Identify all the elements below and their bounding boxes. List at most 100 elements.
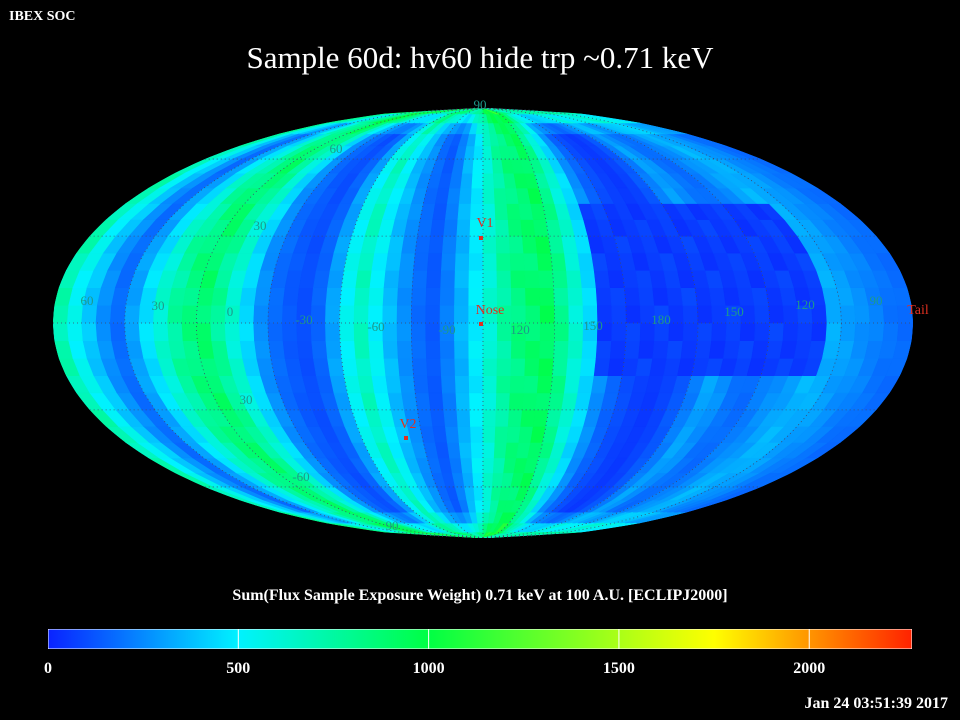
heatmap-cell — [567, 340, 584, 359]
heatmap-cell — [607, 269, 625, 289]
heatmap-cell — [253, 305, 270, 324]
heatmap-cell — [327, 357, 345, 377]
heatmap-cell — [625, 305, 641, 324]
heatmap-cell — [554, 305, 570, 324]
heatmap-cell — [427, 252, 443, 271]
heatmap-cell — [355, 357, 373, 377]
colorbar-tick-label: 500 — [226, 660, 251, 677]
heatmap-cell — [495, 392, 511, 411]
graticule — [53, 108, 913, 538]
heatmap-cell — [254, 287, 272, 306]
heatmap-cell — [124, 322, 141, 341]
heatmap-cell — [611, 305, 627, 324]
heatmap-cell — [239, 287, 258, 306]
lat-label: 30 — [254, 218, 267, 233]
heatmap-cell — [538, 357, 555, 377]
heatmap-cell — [495, 409, 510, 427]
heatmap-cell — [455, 392, 471, 411]
heatmap-cell — [411, 269, 428, 289]
heatmap-cell — [385, 252, 403, 271]
heatmap-cell — [496, 269, 512, 289]
heatmap-cell — [339, 305, 355, 324]
heatmap-cell — [399, 252, 416, 271]
lon-label: 120 — [795, 297, 815, 312]
heatmap-cell — [680, 287, 698, 306]
lon-label: -30 — [295, 312, 312, 327]
heatmap-cell — [439, 287, 456, 306]
heatmap-cell — [668, 322, 684, 341]
heatmap-cell — [624, 287, 641, 306]
heatmap-cell — [470, 426, 484, 443]
heatmap-cell — [371, 375, 389, 394]
heatmap-cell — [708, 287, 727, 306]
meridian-line — [482, 108, 627, 538]
heatmap-cell — [428, 392, 444, 411]
heatmap-cell — [311, 340, 328, 359]
heatmap-cell — [539, 287, 555, 306]
heatmap-cell — [225, 340, 243, 359]
heatmap-cell — [396, 287, 413, 306]
heatmap-cell — [444, 203, 460, 220]
heatmap-cell — [427, 375, 443, 394]
heatmap-cell — [510, 287, 527, 306]
heatmap-cell — [682, 305, 699, 324]
lon-label: 0 — [227, 304, 234, 319]
heatmap-cell — [53, 322, 70, 341]
heatmap-cell — [457, 426, 472, 443]
heatmap-cell — [595, 287, 612, 306]
heatmap-cell — [138, 322, 155, 341]
heatmap-cell — [768, 322, 785, 341]
heatmap-cell — [211, 340, 229, 359]
heatmap-cell — [473, 145, 484, 160]
heatmap-cell — [496, 252, 512, 271]
heatmap-cell — [708, 340, 727, 359]
meridian-line — [410, 108, 484, 538]
marker-point — [479, 236, 483, 240]
heatmap-cell — [882, 322, 899, 341]
heatmap-cell — [682, 322, 699, 341]
heatmap-cell — [425, 305, 441, 324]
heatmap-cell — [81, 322, 98, 341]
heatmap-cell — [538, 269, 555, 289]
heatmap-cell — [581, 287, 598, 306]
heatmap-cell — [124, 305, 141, 324]
grid-labels: 60 30 0 -30 -60 -90 120 150 180 150 120 90 90 60 30 30 -… — [81, 97, 883, 533]
heatmap-cell — [253, 322, 270, 341]
heatmap-cell — [414, 235, 431, 254]
heatmap-cell — [811, 322, 828, 341]
heatmap-cell — [470, 442, 484, 459]
heatmap-cell — [413, 375, 430, 394]
colorbar-tick-label: 1000 — [412, 660, 445, 677]
heatmap-cell — [522, 235, 538, 254]
heatmap-cell — [567, 287, 584, 306]
heatmap-cell — [496, 375, 512, 394]
heatmap-cell — [473, 486, 484, 501]
heatmap-cell — [506, 426, 522, 443]
heatmap-cell — [581, 340, 598, 359]
heatmap-cell — [475, 511, 484, 524]
heatmap-cell — [454, 357, 470, 377]
heatmap-cell — [524, 269, 540, 289]
heatmap-cell — [839, 305, 856, 324]
meridian-line — [339, 108, 484, 538]
heatmap-cell — [468, 357, 484, 377]
heatmap-cell — [382, 287, 399, 306]
header-label: IBEX SOC — [9, 9, 76, 24]
heatmap-cell — [563, 252, 581, 271]
heatmap-cell — [411, 340, 427, 359]
heatmap-cell — [696, 322, 713, 341]
heatmap-cell — [739, 322, 756, 341]
heatmap-cell — [211, 287, 229, 306]
heatmap-cell — [882, 305, 899, 324]
colorbar-tick-label: 0 — [44, 660, 52, 677]
heatmap-cell — [455, 235, 471, 254]
heatmap-cell — [508, 392, 524, 411]
heatmap-cell — [495, 235, 511, 254]
heatmap-cell — [296, 287, 314, 306]
heatmap-cell — [110, 305, 127, 324]
heatmap-cell — [442, 392, 458, 411]
heatmap-cell — [458, 442, 473, 459]
heatmap-cell — [268, 287, 286, 306]
heatmap-cell — [509, 375, 526, 394]
heatmap-cell — [239, 340, 258, 359]
